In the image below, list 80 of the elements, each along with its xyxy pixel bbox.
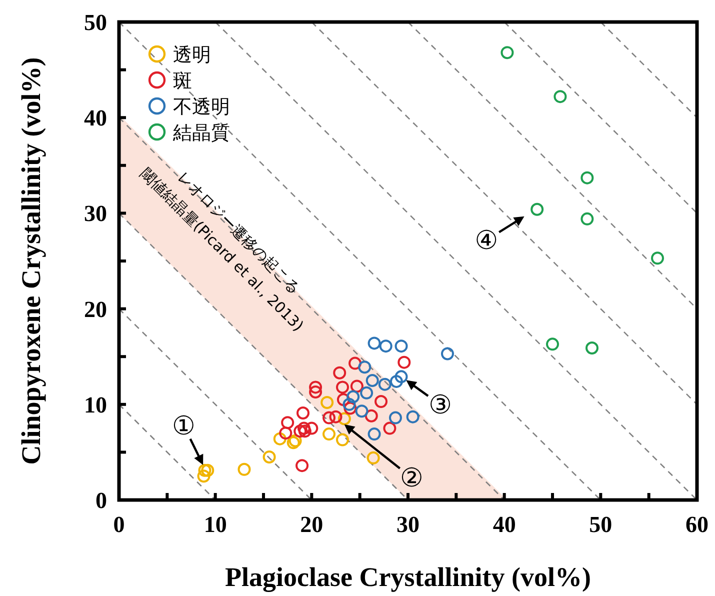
point — [530, 202, 544, 216]
point — [651, 252, 664, 265]
point — [238, 462, 251, 476]
point — [294, 424, 307, 438]
point — [546, 338, 559, 351]
point — [500, 46, 514, 60]
point — [320, 396, 334, 409]
point — [296, 406, 310, 420]
annotation: ② — [400, 464, 424, 494]
legend-label: 斑 — [173, 70, 192, 92]
point — [580, 171, 594, 184]
point — [366, 374, 379, 387]
point — [336, 393, 350, 406]
point — [554, 90, 567, 104]
point — [322, 428, 336, 441]
point — [197, 470, 210, 483]
point — [394, 370, 408, 384]
x-tick-label: 10 — [204, 512, 227, 537]
point — [388, 411, 402, 424]
point — [342, 398, 356, 411]
point — [440, 347, 454, 360]
point — [383, 422, 396, 435]
point — [394, 340, 408, 353]
point — [368, 428, 381, 441]
x-tick-label: 60 — [686, 512, 708, 537]
y-tick-label: 10 — [84, 392, 107, 418]
y-tick-label: 20 — [84, 296, 107, 322]
point — [406, 410, 420, 424]
point — [333, 366, 346, 380]
point — [378, 378, 392, 391]
point — [366, 451, 380, 464]
point — [322, 411, 336, 424]
point — [585, 341, 598, 354]
point — [309, 380, 322, 394]
point — [273, 432, 286, 446]
point — [379, 340, 392, 353]
point — [281, 416, 294, 430]
point — [358, 360, 372, 374]
y-tick-label: 50 — [84, 10, 107, 35]
point — [296, 459, 309, 472]
x-tick-label: 20 — [300, 512, 324, 537]
point — [298, 424, 312, 438]
x-tick-label: 0 — [113, 512, 125, 537]
y-tick-label: 40 — [84, 106, 107, 131]
point — [297, 422, 310, 435]
legend-label: 不透明 — [173, 96, 230, 118]
point — [305, 422, 318, 435]
point — [580, 212, 594, 226]
point — [374, 395, 388, 408]
y-tick-label: 0 — [96, 488, 107, 513]
legend-label: 結晶質 — [172, 122, 230, 144]
x-tick-label: 50 — [589, 512, 612, 537]
point — [344, 402, 357, 415]
y-tick-label: 30 — [84, 201, 107, 226]
point — [360, 386, 374, 400]
point — [329, 410, 342, 424]
point — [336, 380, 349, 394]
point — [390, 374, 403, 388]
point — [198, 464, 212, 477]
legend-label: 透明 — [173, 44, 211, 66]
x-tick-label: 30 — [396, 512, 420, 537]
annotation: ③ — [428, 390, 452, 421]
point — [368, 336, 381, 350]
point — [350, 380, 364, 393]
x-axis-title: Plagioclase Crystallinity (vol%) — [225, 562, 591, 592]
x-tick-label: 40 — [492, 512, 516, 537]
point — [355, 404, 368, 418]
point — [346, 390, 360, 404]
point — [201, 464, 214, 477]
y-axis-title: Clinopyroxene Crystallinity (vol%) — [16, 57, 46, 465]
annotation: ① — [172, 411, 196, 442]
point — [364, 409, 378, 422]
point — [262, 450, 276, 464]
point — [348, 356, 362, 370]
point — [398, 356, 411, 369]
point — [338, 412, 351, 426]
annotation: ④ — [474, 226, 498, 256]
point — [279, 426, 292, 440]
point — [336, 433, 349, 446]
point — [309, 385, 322, 398]
